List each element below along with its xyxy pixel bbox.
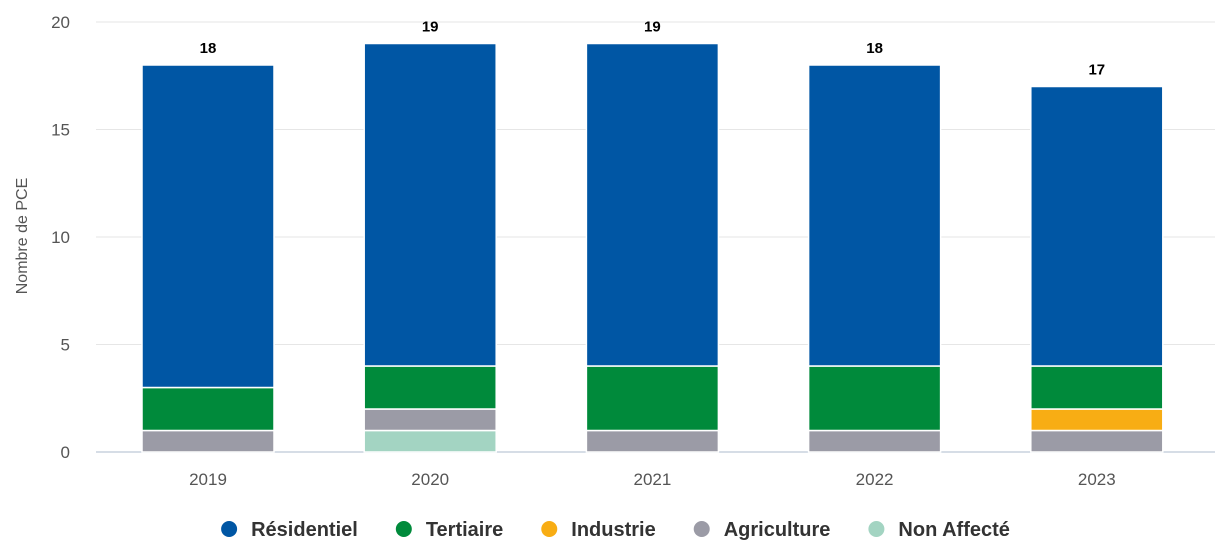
y-tick-label: 5	[61, 336, 70, 355]
y-tick-label: 0	[61, 443, 70, 462]
bar-segment-tertiaire-2021	[585, 365, 720, 432]
bar-segment-agriculture-2021	[585, 429, 720, 453]
bar-segment-agriculture-2023	[1030, 429, 1164, 453]
bar-segment-tertiaire-2020	[363, 365, 497, 410]
legend: Résidentiel Tertiaire Industrie Agriculture…	[221, 519, 1010, 541]
bar-segment-non-affect--2020	[363, 429, 497, 453]
x-tick-label: 2019	[189, 470, 227, 489]
legend-marker	[541, 521, 558, 537]
x-tick-label: 2020	[411, 470, 449, 489]
bar-segment-r-sidentiel-2022	[807, 64, 942, 367]
legend-items: Résidentiel Tertiaire Industrie Agriculture…	[221, 519, 1010, 541]
total-label: 17	[1088, 62, 1105, 79]
bar-segment-industrie-2023	[1030, 408, 1164, 432]
bar-segment-tertiaire-2019	[141, 386, 275, 432]
bar-segment-agriculture-2020	[363, 408, 497, 432]
bar-segment-r-sidentiel-2021	[585, 42, 720, 367]
bar-layer	[141, 42, 1164, 453]
total-label: 18	[866, 40, 883, 57]
label-layer: 0 5 10 15 20 18 2019 19 2020 19 2021 18 2022 17 2023	[51, 13, 1116, 489]
y-tick-label: 15	[51, 121, 70, 140]
total-label: 19	[422, 19, 439, 36]
y-axis-title: Nombre de PCE	[14, 178, 31, 295]
legend-marker	[693, 521, 710, 537]
bar-segment-agriculture-2019	[141, 429, 275, 453]
x-tick-label: 2022	[856, 470, 894, 489]
legend-label: Tertiaire	[426, 519, 503, 541]
total-label: 19	[644, 19, 661, 36]
total-label: 18	[200, 40, 217, 57]
legend-label: Industrie	[571, 519, 655, 541]
legend-label: Résidentiel	[251, 519, 358, 541]
legend-marker	[395, 521, 412, 537]
legend-marker	[221, 521, 238, 537]
legend-label: Non Affecté	[898, 519, 1009, 541]
legend-marker	[868, 521, 885, 537]
bar-segment-r-sidentiel-2020	[363, 42, 497, 367]
x-tick-label: 2023	[1078, 470, 1116, 489]
bar-segment-r-sidentiel-2019	[141, 64, 275, 389]
legend-label: Agriculture	[724, 519, 831, 541]
bar-segment-r-sidentiel-2023	[1030, 85, 1164, 367]
y-tick-label: 10	[51, 228, 70, 247]
bar-segment-tertiaire-2022	[807, 365, 942, 432]
bar-segment-tertiaire-2023	[1030, 365, 1164, 410]
y-tick-label: 20	[51, 13, 70, 32]
bar-segment-agriculture-2022	[807, 429, 942, 453]
x-tick-label: 2021	[633, 470, 671, 489]
